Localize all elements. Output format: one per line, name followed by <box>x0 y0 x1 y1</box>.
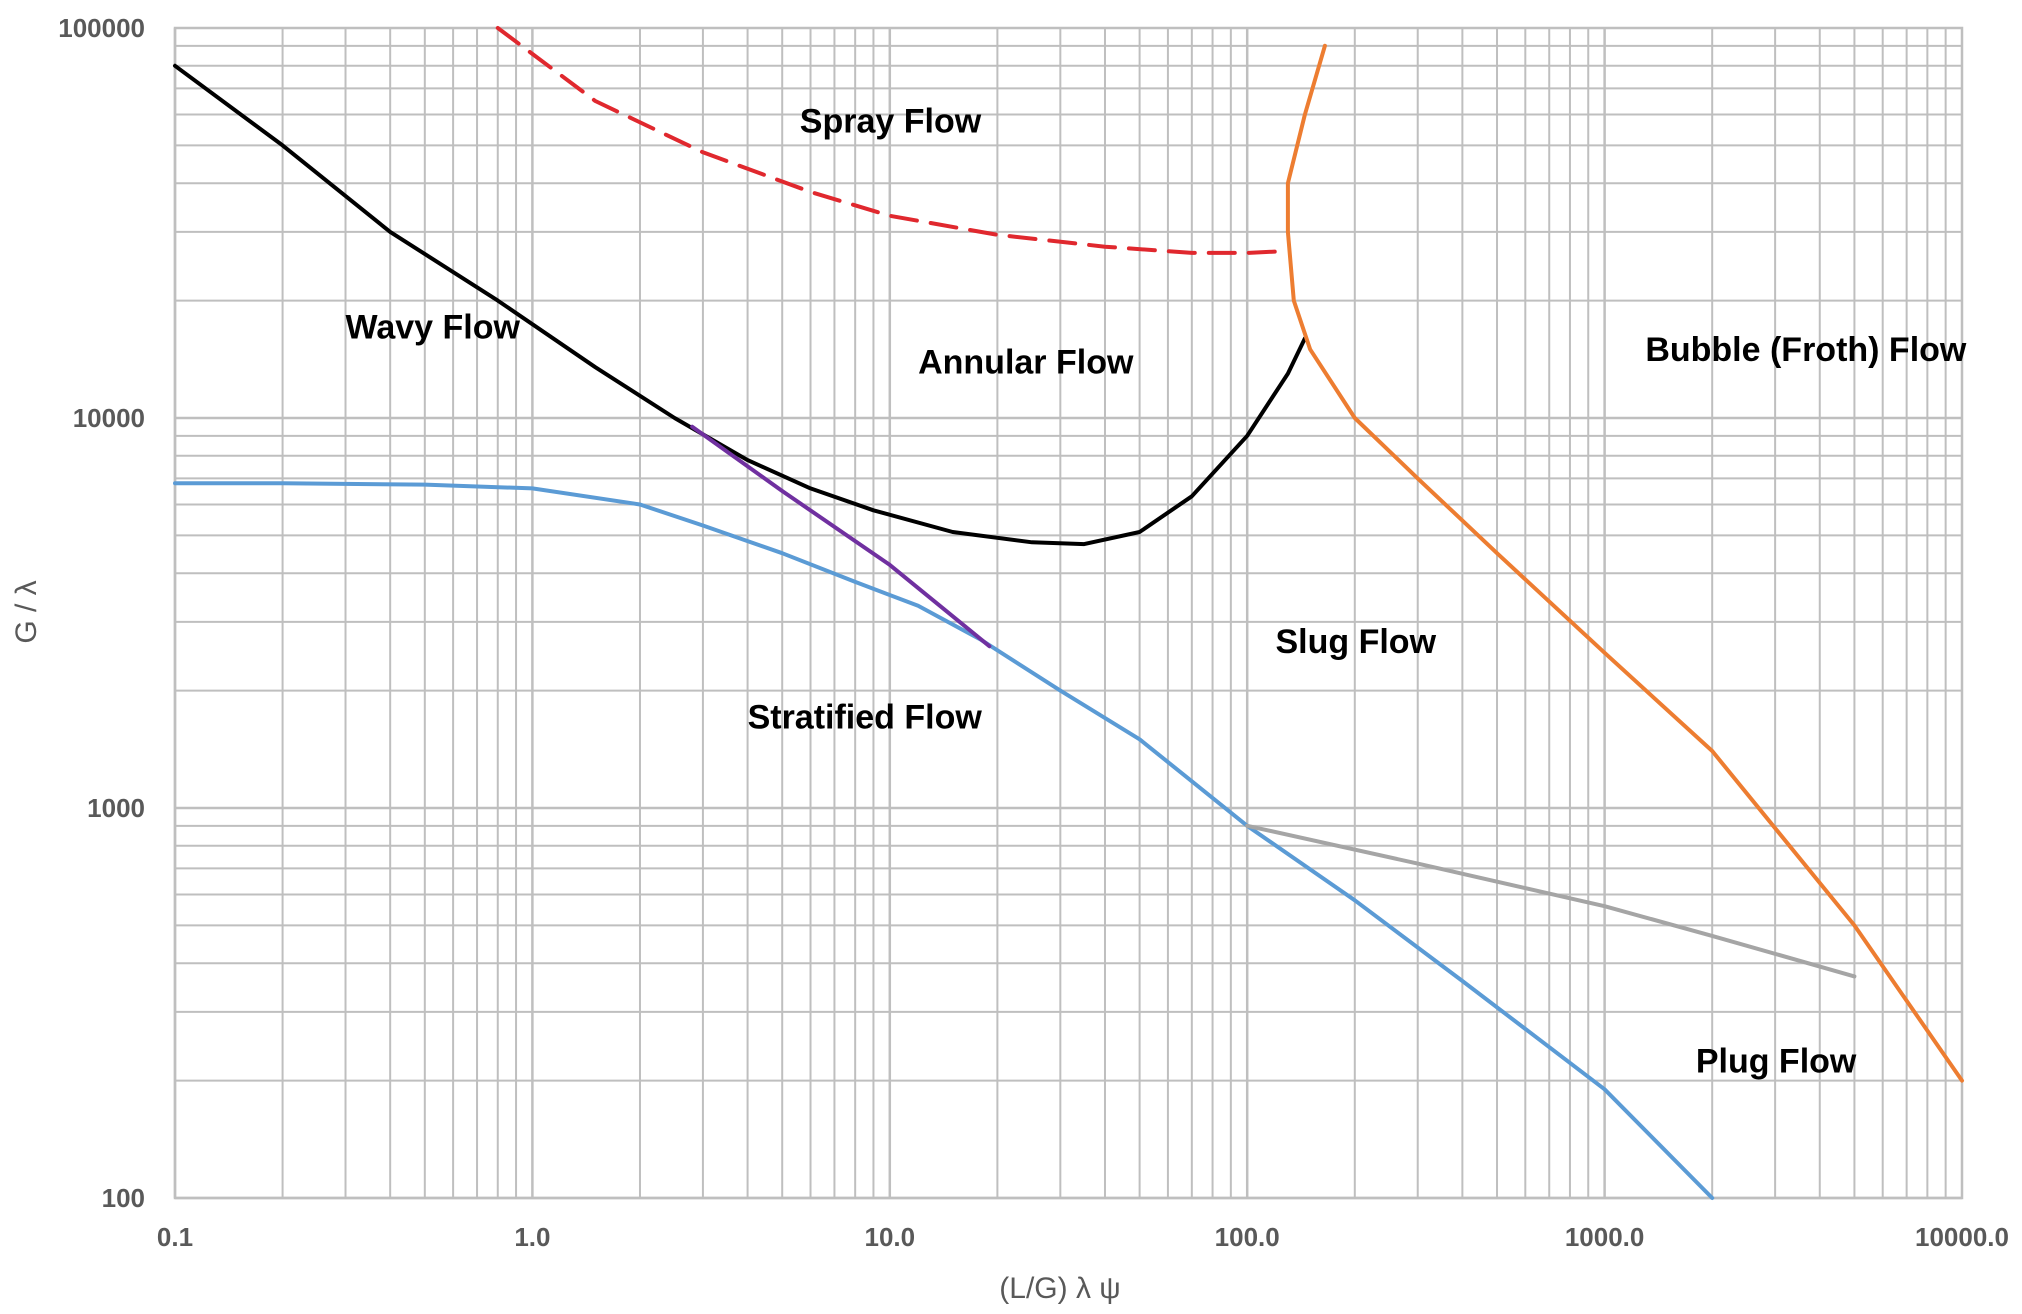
series-line-6 <box>1245 823 1857 979</box>
x-axis-ticks: 0.1 1.0 10.0 100.0 1000.0 10000.0 <box>157 1222 2009 1252</box>
y-tick-label: 1000 <box>87 793 145 823</box>
series-line-5 <box>1285 43 1964 1083</box>
y-axis-ticks: 100 1000 10000 100000 <box>58 13 145 1213</box>
region-label: Annular Flow <box>918 344 1134 382</box>
region-label: Plug Flow <box>1696 1042 1857 1080</box>
y-axis-label: G / λ <box>10 580 43 643</box>
y-tick-label: 10000 <box>73 403 145 433</box>
series-line-4 <box>690 424 992 649</box>
grid-lines <box>173 28 1962 1200</box>
series-line-3 <box>173 481 1715 1200</box>
series-line-1 <box>173 63 1307 547</box>
region-label: Spray Flow <box>800 102 982 140</box>
x-tick-label: 1000.0 <box>1565 1222 1645 1252</box>
plot-frame <box>173 26 1964 1200</box>
region-label: Slug Flow <box>1275 623 1436 661</box>
x-tick-label: 100.0 <box>1215 1222 1280 1252</box>
region-labels: Spray Flow Wavy Flow Annular Flow Bubble (F… <box>346 102 1967 1080</box>
y-tick-label: 100 <box>102 1183 145 1213</box>
x-tick-label: 10000.0 <box>1915 1222 2009 1252</box>
y-tick-label: 100000 <box>58 13 145 43</box>
x-tick-label: 10.0 <box>864 1222 915 1252</box>
series-line-2 <box>495 26 1290 255</box>
region-label: Bubble (Froth) Flow <box>1645 331 1967 369</box>
x-axis-label: (L/G) λ ψ <box>999 1272 1120 1305</box>
region-label: Wavy Flow <box>346 308 521 346</box>
plot-border <box>173 26 1964 1200</box>
x-tick-label: 1.0 <box>514 1222 550 1252</box>
x-tick-label: 0.1 <box>157 1222 193 1252</box>
series-layer <box>173 26 1964 1200</box>
region-label: Stratified Flow <box>748 698 983 736</box>
